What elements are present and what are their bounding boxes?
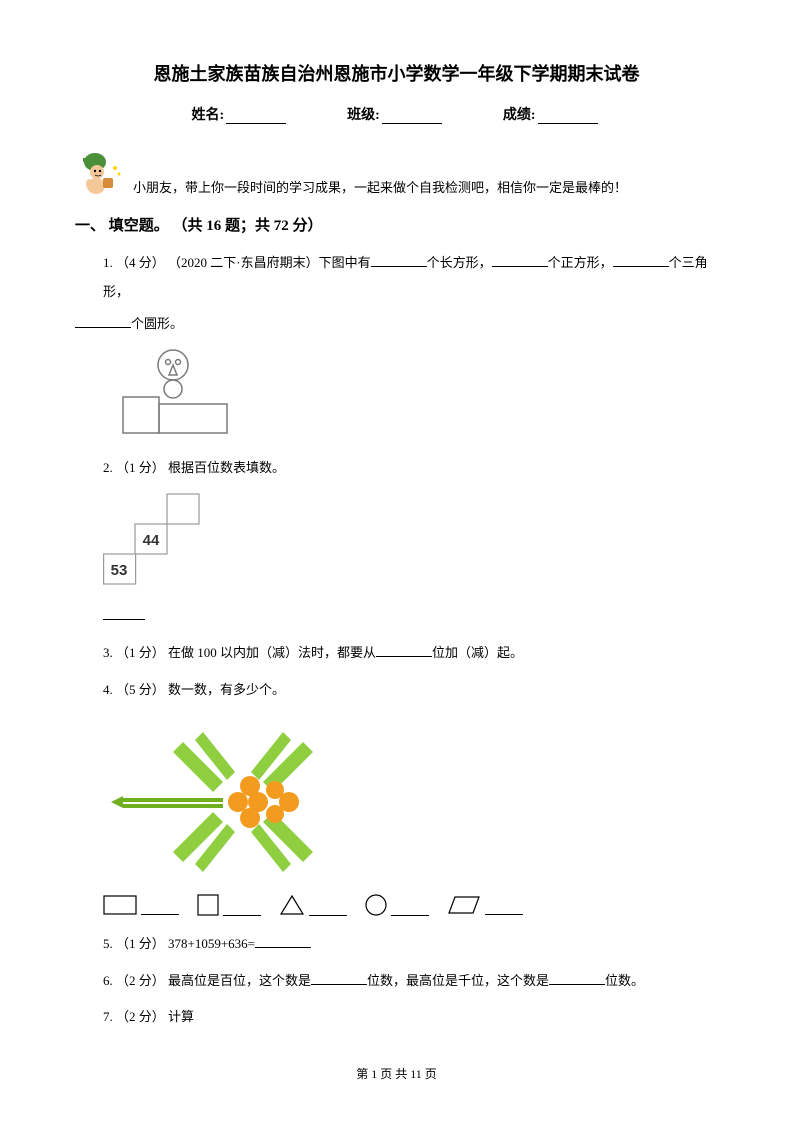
- section-1-header: 一、 填空题。 （共 16 题；共 72 分）: [75, 214, 718, 235]
- q1-t4: 个圆形。: [131, 316, 183, 331]
- shape-parallelogram: [447, 895, 523, 915]
- q1-t1: 个长方形，: [427, 255, 492, 270]
- q6-suffix: 位数。: [605, 973, 644, 988]
- shape-triangle: [279, 894, 347, 916]
- q4-blank-parallelogram[interactable]: [485, 903, 523, 915]
- q6-blank-1[interactable]: [311, 973, 367, 985]
- q3-suffix: 位加（减）起。: [432, 645, 523, 660]
- square-icon: [197, 894, 219, 916]
- q1-blank-4[interactable]: [75, 316, 131, 328]
- q2-answer-blank-row: [75, 602, 718, 631]
- student-info-line: 姓名: 班级: 成绩:: [75, 104, 718, 124]
- q1-prefix: 1. （4 分） （2020 二下·东昌府期末）下图中有: [103, 255, 371, 270]
- question-6: 6. （2 分） 最高位是百位，这个数是 位数，最高位是千位，这个数是 位数。: [75, 967, 718, 996]
- score-label: 成绩:: [503, 108, 536, 123]
- class-blank[interactable]: [382, 110, 442, 124]
- svg-text:44: 44: [143, 532, 160, 549]
- name-blank[interactable]: [226, 110, 286, 124]
- q3-prefix: 3. （1 分） 在做 100 以内加（减）法时，都要从: [103, 645, 376, 660]
- question-5: 5. （1 分） 378+1059+636=: [75, 930, 718, 959]
- q5-prefix: 5. （1 分） 378+1059+636=: [103, 936, 255, 951]
- figure-q4-dragonfly: [103, 712, 718, 882]
- exam-title: 恩施土家族苗族自治州恩施市小学数学一年级下学期期末试卷: [75, 60, 718, 86]
- q1-blank-2[interactable]: [492, 255, 548, 267]
- name-label: 姓名:: [191, 108, 224, 123]
- triangle-icon: [279, 894, 305, 916]
- circle-icon: [365, 894, 387, 916]
- q2-answer-blank[interactable]: [103, 608, 145, 620]
- intro-text: 小朋友，带上你一段时间的学习成果，一起来做个自我检测吧，相信你一定是最棒的！: [133, 177, 627, 198]
- question-1: 1. （4 分） （2020 二下·东昌府期末）下图中有个长方形，个正方形，个三…: [75, 249, 718, 306]
- q1-t2: 个正方形，: [548, 255, 613, 270]
- q4-shapes-row: [103, 894, 718, 916]
- q3-blank[interactable]: [376, 645, 432, 657]
- score-blank[interactable]: [538, 110, 598, 124]
- question-1-line2: 个圆形。: [75, 310, 718, 339]
- shape-square: [197, 894, 261, 916]
- page-footer: 第 1 页 共 11 页: [0, 1065, 793, 1082]
- question-2: 2. （1 分） 根据百位数表填数。: [75, 454, 718, 483]
- question-3: 3. （1 分） 在做 100 以内加（减）法时，都要从 位加（减）起。: [75, 639, 718, 668]
- q4-blank-square[interactable]: [223, 904, 261, 916]
- q4-blank-triangle[interactable]: [309, 904, 347, 916]
- q6-blank-2[interactable]: [549, 973, 605, 985]
- q1-blank-1[interactable]: [371, 255, 427, 267]
- q4-blank-rect[interactable]: [141, 903, 179, 915]
- question-7: 7. （2 分） 计算: [75, 1003, 718, 1032]
- class-label: 班级:: [347, 108, 380, 123]
- svg-text:53: 53: [111, 562, 128, 579]
- shape-circle: [365, 894, 429, 916]
- figure-q1: [103, 347, 718, 442]
- q1-blank-3[interactable]: [613, 255, 669, 267]
- q4-blank-circle[interactable]: [391, 904, 429, 916]
- intro-row: 小朋友，带上你一段时间的学习成果，一起来做个自我检测吧，相信你一定是最棒的！: [75, 148, 718, 198]
- q6-prefix: 6. （2 分） 最高位是百位，这个数是: [103, 973, 311, 988]
- q6-mid: 位数，最高位是千位，这个数是: [367, 973, 549, 988]
- question-4: 4. （5 分） 数一数，有多少个。: [75, 676, 718, 705]
- rectangle-icon: [103, 895, 137, 915]
- parallelogram-icon: [447, 895, 481, 915]
- mascot-icon: [75, 148, 125, 198]
- shape-rect: [103, 895, 179, 915]
- q5-blank[interactable]: [255, 936, 311, 948]
- figure-q2: 44 53: [103, 490, 718, 590]
